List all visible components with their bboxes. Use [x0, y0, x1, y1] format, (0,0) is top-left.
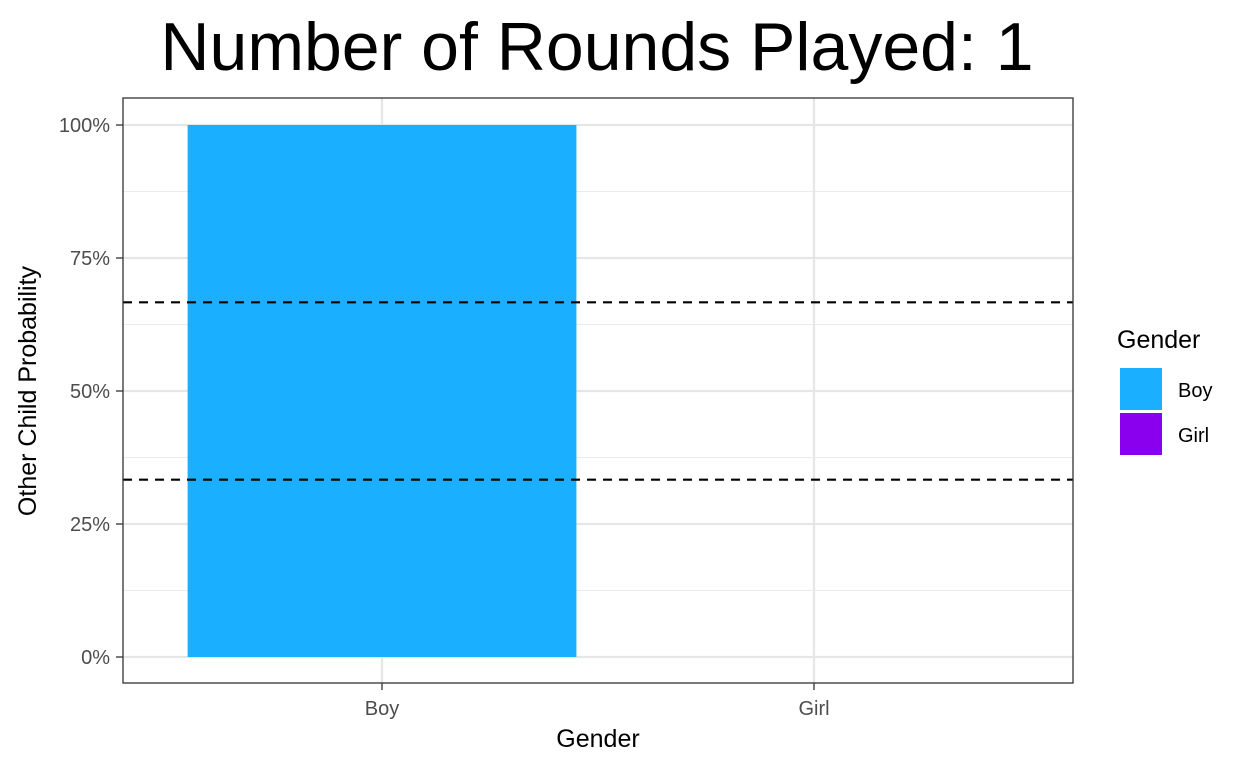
legend-label: Girl [1178, 425, 1209, 447]
y-tick-label: 100% [59, 115, 110, 137]
chart-title: Number of Rounds Played: 1 [160, 9, 1033, 85]
legend-title: Gender [1117, 326, 1200, 354]
y-tick-label: 75% [70, 248, 110, 270]
x-tick-label: Girl [798, 698, 829, 720]
bar-boy [187, 125, 577, 657]
y-axis-title: Other Child Probability [14, 265, 42, 516]
y-tick-label: 0% [81, 647, 110, 669]
reference-lines [123, 301, 1073, 481]
x-axis: Boy Girl [365, 683, 830, 720]
y-axis: 0% 25% 50% 75% 100% [59, 115, 123, 669]
legend-key-boy [1120, 368, 1162, 410]
y-tick-label: 25% [70, 514, 110, 536]
x-tick-label: Boy [365, 698, 399, 720]
legend-label: Boy [1178, 380, 1212, 402]
y-tick-label: 50% [70, 381, 110, 403]
legend: Gender Boy Girl [1117, 326, 1212, 455]
x-axis-title: Gender [556, 725, 639, 753]
legend-key-girl [1120, 413, 1162, 455]
bars [187, 125, 577, 657]
